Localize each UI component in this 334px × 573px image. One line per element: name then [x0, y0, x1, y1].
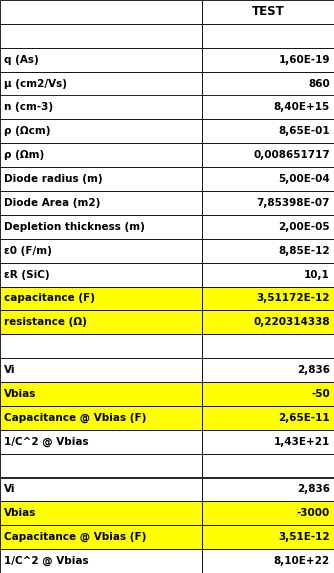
Text: 8,65E-01: 8,65E-01 — [278, 126, 330, 136]
Text: 7,85398E-07: 7,85398E-07 — [257, 198, 330, 208]
Text: 3,51E-12: 3,51E-12 — [278, 532, 330, 542]
Bar — [202, 262, 334, 286]
Bar — [202, 311, 334, 334]
Text: 5,00E-04: 5,00E-04 — [278, 174, 330, 184]
Text: 1,60E-19: 1,60E-19 — [279, 54, 330, 65]
Text: 10,1: 10,1 — [304, 269, 330, 280]
Text: 1,43E+21: 1,43E+21 — [274, 437, 330, 447]
Text: 860: 860 — [308, 79, 330, 89]
Bar — [0, 286, 202, 311]
Bar — [202, 48, 334, 72]
Bar — [0, 167, 202, 191]
Text: 1/C^2 @ Vbias: 1/C^2 @ Vbias — [4, 556, 89, 566]
Text: 8,85E-12: 8,85E-12 — [278, 246, 330, 256]
Bar — [202, 286, 334, 311]
Bar — [202, 382, 334, 406]
Text: μ (cm2/Vs): μ (cm2/Vs) — [4, 79, 67, 89]
Text: resistance (Ω): resistance (Ω) — [4, 317, 87, 327]
Text: Diode radius (m): Diode radius (m) — [4, 174, 103, 184]
Bar — [202, 430, 334, 454]
Text: Vbias: Vbias — [4, 389, 36, 399]
Text: 2,836: 2,836 — [297, 365, 330, 375]
Text: Capacitance @ Vbias (F): Capacitance @ Vbias (F) — [4, 413, 146, 423]
Text: εR (SiC): εR (SiC) — [4, 269, 50, 280]
Text: Diode Area (m2): Diode Area (m2) — [4, 198, 101, 208]
Bar — [202, 119, 334, 143]
Bar — [202, 191, 334, 215]
Bar — [0, 334, 202, 358]
Bar — [202, 96, 334, 119]
Text: Vi: Vi — [4, 365, 15, 375]
Bar — [202, 454, 334, 477]
Text: capacitance (F): capacitance (F) — [4, 293, 95, 304]
Bar — [0, 239, 202, 262]
Bar — [202, 72, 334, 96]
Bar — [0, 477, 202, 501]
Bar — [0, 525, 202, 549]
Text: Capacitance @ Vbias (F): Capacitance @ Vbias (F) — [4, 532, 146, 542]
Text: 0,008651717: 0,008651717 — [253, 150, 330, 160]
Bar — [202, 24, 334, 48]
Bar — [0, 454, 202, 477]
Text: 3,51172E-12: 3,51172E-12 — [257, 293, 330, 304]
Text: 2,836: 2,836 — [297, 484, 330, 494]
Text: ρ (Ωm): ρ (Ωm) — [4, 150, 44, 160]
Bar — [0, 72, 202, 96]
Bar — [0, 406, 202, 430]
Text: 2,65E-11: 2,65E-11 — [278, 413, 330, 423]
Text: Vi: Vi — [4, 484, 15, 494]
Text: q (As): q (As) — [4, 54, 39, 65]
Bar — [0, 96, 202, 119]
Bar — [0, 358, 202, 382]
Text: 8,40E+15: 8,40E+15 — [274, 103, 330, 112]
Bar — [0, 262, 202, 286]
Bar — [0, 501, 202, 525]
Bar — [0, 143, 202, 167]
Bar — [202, 215, 334, 239]
Bar — [0, 119, 202, 143]
Bar — [202, 525, 334, 549]
Bar — [0, 48, 202, 72]
Bar — [202, 334, 334, 358]
Text: -3000: -3000 — [297, 508, 330, 519]
Bar — [202, 358, 334, 382]
Text: 0,220314338: 0,220314338 — [254, 317, 330, 327]
Bar — [202, 143, 334, 167]
Bar — [202, 477, 334, 501]
Text: ε0 (F/m): ε0 (F/m) — [4, 246, 52, 256]
Bar — [202, 406, 334, 430]
Bar — [0, 549, 202, 573]
Bar — [0, 382, 202, 406]
Bar — [202, 0, 334, 24]
Text: n (cm-3): n (cm-3) — [4, 103, 53, 112]
Text: 2,00E-05: 2,00E-05 — [278, 222, 330, 232]
Text: 1/C^2 @ Vbias: 1/C^2 @ Vbias — [4, 437, 89, 447]
Text: Depletion thickness (m): Depletion thickness (m) — [4, 222, 145, 232]
Bar — [0, 430, 202, 454]
Bar — [0, 311, 202, 334]
Bar — [0, 215, 202, 239]
Bar — [202, 501, 334, 525]
Text: 8,10E+22: 8,10E+22 — [274, 556, 330, 566]
Bar — [0, 0, 202, 24]
Bar — [0, 191, 202, 215]
Bar — [202, 239, 334, 262]
Bar — [202, 167, 334, 191]
Text: ρ (Ωcm): ρ (Ωcm) — [4, 126, 50, 136]
Bar — [0, 24, 202, 48]
Text: TEST: TEST — [252, 5, 285, 18]
Text: Vbias: Vbias — [4, 508, 36, 519]
Bar — [202, 549, 334, 573]
Text: -50: -50 — [311, 389, 330, 399]
